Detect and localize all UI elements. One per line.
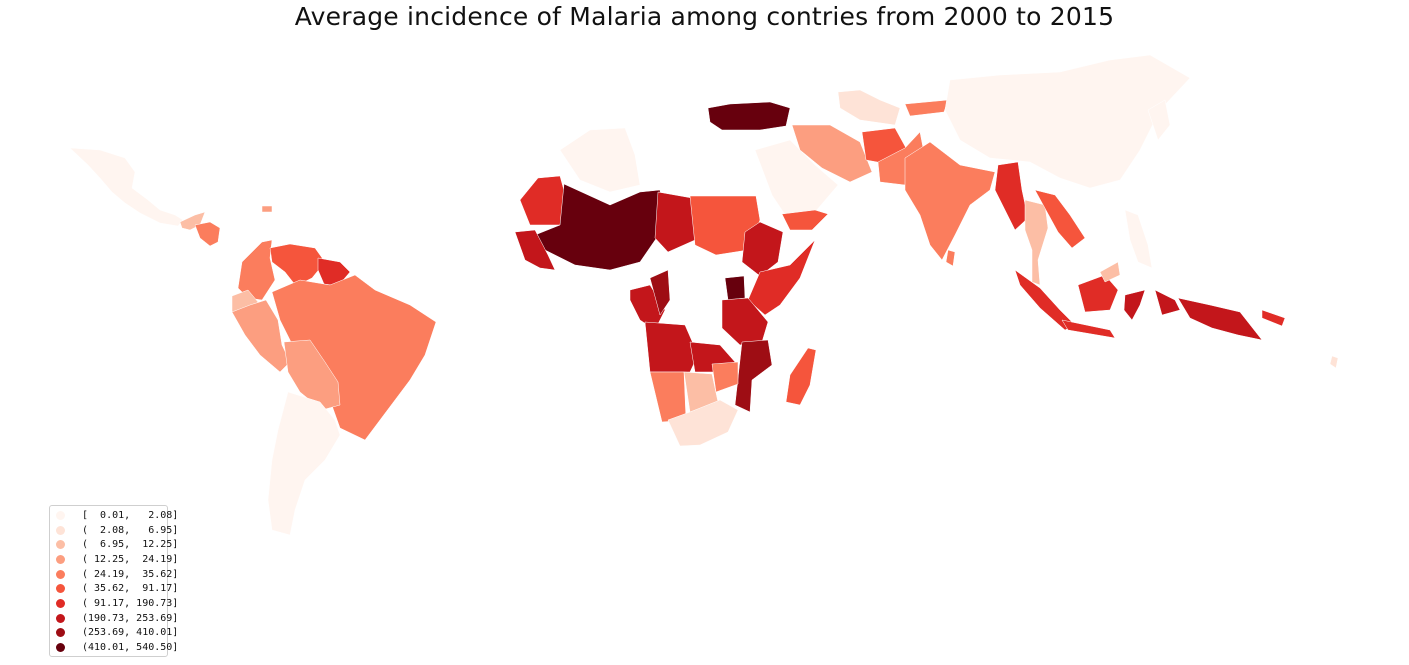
legend-label: ( 6.95, 12.25] bbox=[82, 539, 179, 551]
region-chad bbox=[654, 191, 696, 253]
legend-swatch-icon bbox=[56, 613, 65, 623]
legend-label: ( 12.25, 24.19] bbox=[82, 553, 179, 565]
legend-swatch-icon bbox=[56, 540, 65, 550]
region-south-africa bbox=[667, 399, 739, 447]
region-uganda bbox=[724, 275, 746, 301]
legend-label: ( 24.19, 35.62] bbox=[82, 568, 179, 580]
region-arabia bbox=[754, 139, 839, 223]
region-java bbox=[1061, 319, 1116, 339]
legend-swatch-icon bbox=[56, 510, 65, 520]
region-vanuatu bbox=[1329, 355, 1339, 369]
region-east-indonesia bbox=[1154, 289, 1181, 316]
region-central-asia-low bbox=[837, 89, 901, 126]
map-title: Average incidence of Malaria among contr… bbox=[294, 2, 1115, 31]
legend-swatch-icon bbox=[56, 643, 65, 653]
legend-label: [ 0.01, 2.08] bbox=[82, 509, 179, 521]
legend-swatch-icon bbox=[56, 628, 65, 638]
region-philippines bbox=[1124, 209, 1153, 269]
region-angola bbox=[644, 321, 699, 373]
region-china bbox=[944, 54, 1191, 189]
region-india bbox=[904, 141, 996, 261]
legend-item: [ 0.01, 2.08] bbox=[56, 508, 178, 523]
region-madagascar bbox=[785, 347, 817, 406]
legend-item: (253.69, 410.01] bbox=[56, 626, 178, 641]
legend-item: ( 6.95, 12.25] bbox=[56, 537, 178, 552]
legend-item: ( 35.62, 91.17] bbox=[56, 581, 178, 596]
legend-swatch-icon bbox=[56, 598, 65, 608]
legend-item: (190.73, 253.69] bbox=[56, 611, 178, 626]
legend-label: ( 91.17, 190.73] bbox=[82, 597, 179, 609]
legend-item: ( 91.17, 190.73] bbox=[56, 596, 178, 611]
region-bolivia-paraguay bbox=[283, 339, 341, 411]
region-iran bbox=[791, 124, 873, 183]
region-thailand bbox=[1024, 199, 1049, 286]
legend-item: ( 2.08, 6.95] bbox=[56, 523, 178, 538]
legend-swatch-icon bbox=[56, 525, 65, 535]
region-sahel bbox=[534, 183, 663, 271]
region-sri-lanka bbox=[945, 249, 956, 267]
region-indochina bbox=[1034, 189, 1086, 249]
region-colombia bbox=[237, 239, 276, 301]
region-yemen bbox=[781, 209, 829, 231]
legend-swatch-icon bbox=[56, 569, 65, 579]
region-central-america bbox=[194, 221, 221, 247]
region-tajik bbox=[904, 99, 949, 117]
region-mexico bbox=[69, 147, 184, 227]
legend-label: ( 35.62, 91.17] bbox=[82, 583, 179, 595]
region-myanmar bbox=[994, 161, 1029, 231]
legend-item: ( 24.19, 35.62] bbox=[56, 567, 178, 582]
legend-label: (190.73, 253.69] bbox=[82, 612, 179, 624]
legend-item: ( 12.25, 24.19] bbox=[56, 552, 178, 567]
legend-swatch-icon bbox=[56, 584, 65, 594]
region-congo-drc bbox=[649, 269, 671, 316]
region-north-africa bbox=[559, 127, 641, 193]
region-southern-cone bbox=[267, 391, 341, 536]
legend-label: (253.69, 410.01] bbox=[82, 627, 179, 639]
legend-label: ( 2.08, 6.95] bbox=[82, 524, 179, 536]
region-namibia bbox=[649, 371, 687, 423]
region-new-guinea bbox=[1177, 297, 1263, 341]
region-borneo bbox=[1077, 274, 1119, 313]
region-sulawesi bbox=[1123, 289, 1146, 321]
map-legend: [ 0.01, 2.08] ( 2.08, 6.95] ( 6.95, 12.25]… bbox=[49, 505, 178, 657]
region-ethiopia bbox=[741, 221, 784, 277]
region-korea-japan bbox=[1147, 99, 1171, 141]
region-solomons bbox=[1261, 309, 1286, 327]
region-mozambique bbox=[734, 339, 773, 413]
region-caribbean bbox=[261, 205, 273, 213]
legend-item: (410.01, 540.50] bbox=[56, 640, 178, 655]
legend-label: (410.01, 540.50] bbox=[82, 642, 179, 654]
region-malaysia-north bbox=[1099, 261, 1121, 283]
region-west-coast bbox=[514, 229, 556, 271]
region-venezuela bbox=[269, 243, 326, 287]
region-turkey bbox=[707, 101, 791, 131]
legend-swatch-icon bbox=[56, 554, 65, 564]
region-zimbabwe bbox=[711, 361, 739, 393]
